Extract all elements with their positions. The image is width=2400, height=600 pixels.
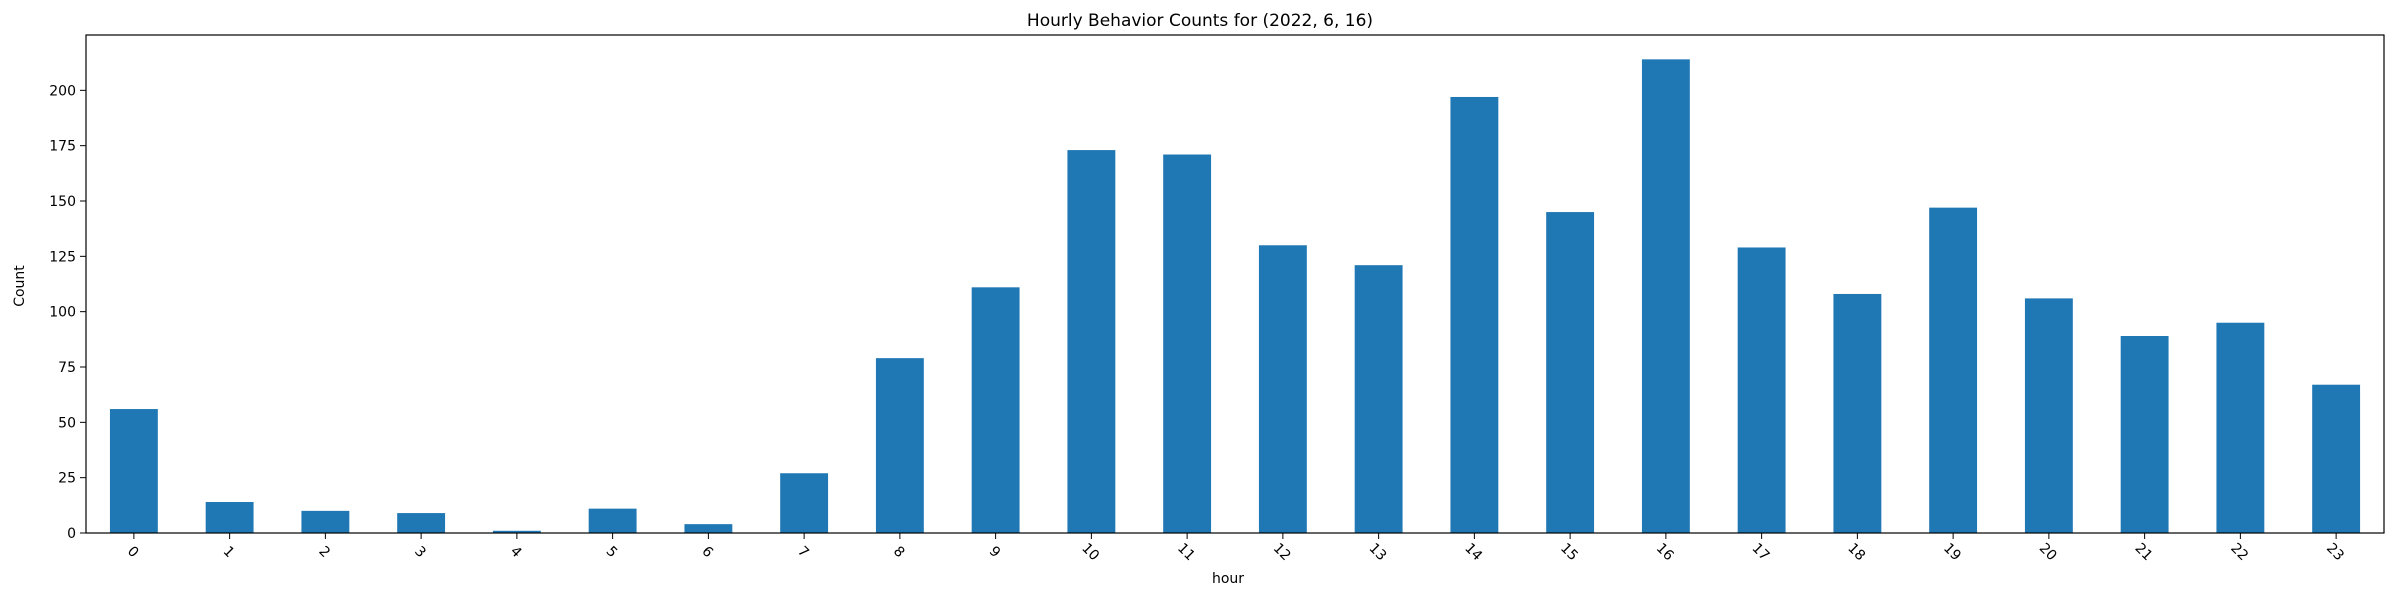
x-axis: 0 1 2 3 4 5 6 7 8 9 10 11 12 13 14 15 16 17 18 19 20 21 22 23 [124,533,2347,564]
y-tick-label: 75 [58,360,76,376]
x-tick-label: 4 [507,543,525,561]
x-tick-label: 1 [220,543,238,561]
x-axis-label: hour [1212,571,1244,587]
x-tick-label: 18 [1844,540,1868,564]
y-axis-label: Count [12,265,28,307]
bar-hour-18 [1833,293,1882,533]
bar-hour-11 [1163,154,1212,533]
y-tick-label: 200 [49,83,76,99]
y-tick-label: 50 [58,415,76,431]
bar-hour-7 [780,473,829,533]
x-tick-label: 23 [2323,540,2347,564]
bar-hour-0 [109,409,158,533]
x-tick-label: 9 [986,543,1004,561]
x-tick-label: 13 [1365,540,1389,564]
y-axis: 0 25 50 75 100 125 150 175 200 [49,83,86,542]
x-tick-label: 20 [2036,540,2060,564]
x-tick-label: 11 [1174,540,1198,564]
x-tick-label: 0 [124,543,142,561]
x-tick-label: 19 [1940,540,1964,564]
x-tick-label: 6 [698,543,716,561]
plot-area [85,34,2385,534]
bar-hour-23 [2312,384,2361,533]
bar-hour-2 [301,510,350,533]
bar-hour-8 [875,358,924,533]
bar-hour-3 [397,513,446,533]
x-tick-label: 12 [1270,540,1294,564]
bar-hour-1 [205,502,254,533]
bar-hour-21 [2120,336,2169,533]
x-tick-label: 17 [1748,540,1772,564]
bar-hour-14 [1450,96,1499,533]
bar-hour-16 [1641,59,1690,533]
y-tick-label: 175 [49,139,76,155]
plot-frame [85,34,2385,534]
x-tick-label: 14 [1461,540,1485,564]
y-tick-label: 100 [49,305,76,321]
bar-hour-10 [1067,150,1116,533]
x-tick-label: 16 [1653,540,1677,564]
bar-hour-9 [971,287,1020,533]
bar-hour-13 [1354,265,1403,533]
bar-hour-15 [1546,212,1595,533]
x-tick-label: 7 [794,543,812,561]
x-tick-label: 15 [1557,540,1581,564]
bar-hour-20 [2024,298,2073,533]
bar-hour-4 [492,530,541,533]
y-tick-label: 125 [49,249,76,265]
y-tick-label: 0 [67,526,76,542]
bar-hour-22 [2216,322,2265,533]
x-tick-label: 10 [1078,540,1102,564]
bar-hour-17 [1737,247,1786,534]
x-tick-label: 3 [411,543,429,561]
x-tick-label: 21 [2131,540,2155,564]
y-tick-label: 150 [49,194,76,210]
bar-hour-12 [1258,245,1307,533]
bar-hour-5 [588,508,637,533]
y-tick-label: 25 [58,471,76,487]
bar-hour-6 [684,524,733,533]
x-tick-label: 5 [603,543,621,561]
x-tick-label: 22 [2227,540,2251,564]
bar-hour-19 [1929,207,1978,533]
chart-title: Hourly Behavior Counts for (2022, 6, 16) [1027,11,1373,31]
x-tick-label: 8 [890,543,908,561]
x-tick-label: 2 [315,543,333,561]
